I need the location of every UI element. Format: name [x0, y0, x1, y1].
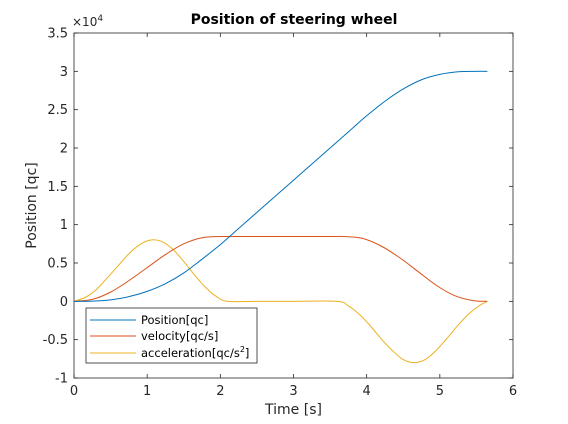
x-tick-label: 3	[289, 384, 297, 399]
legend-acceleration-end: ]	[245, 346, 250, 360]
series-lines	[73, 70, 488, 364]
y-axis-label: Position [qc]	[24, 162, 40, 248]
y-tick-label: 3	[60, 65, 68, 80]
y-tick-label: 0	[60, 295, 68, 310]
y-tick-label: 1.5	[47, 180, 68, 195]
series-line-position	[73, 70, 488, 302]
legend-label-acceleration: acceleration[qc/s2]	[141, 345, 249, 360]
series-line-acceleration	[73, 239, 488, 364]
y-tick-label: 0.5	[47, 257, 68, 272]
y-tick-label: -1	[55, 372, 68, 387]
y-tick-label: 3.5	[47, 27, 68, 42]
x-tick-label: 2	[216, 384, 224, 399]
chart-title: Position of steering wheel	[191, 12, 398, 28]
y-tick-label: 2	[60, 142, 68, 157]
y-exponent-label: ×104	[72, 14, 103, 29]
y-tick-label: -0.5	[43, 333, 68, 348]
y-exponent-base: ×10	[72, 15, 97, 29]
x-tick-label: 4	[363, 384, 371, 399]
axis-ticks: 0 1 2 3 4 5 6 -1 -0.5 0 0.5 1 1.5 2 2.5 3 3.5	[43, 27, 518, 400]
x-tick-label: 1	[143, 384, 151, 399]
y-tick-label: 2.5	[47, 103, 68, 118]
legend-label-velocity: velocity[qc/s]	[141, 329, 218, 343]
x-tick-label: 5	[436, 384, 444, 399]
series-line-velocity	[73, 235, 488, 302]
legend: Position[qc] velocity[qc/s] acceleration…	[85, 307, 258, 364]
y-exponent-power: 4	[97, 14, 103, 24]
x-tick-label: 6	[509, 384, 517, 399]
x-tick-label: 0	[70, 384, 78, 399]
legend-acceleration-sup: 2	[240, 345, 245, 354]
x-axis-label: Time [s]	[264, 402, 322, 418]
legend-acceleration-base: acceleration[qc/s	[141, 346, 240, 360]
legend-label-position: Position[qc]	[141, 313, 208, 327]
y-tick-label: 1	[60, 218, 68, 233]
